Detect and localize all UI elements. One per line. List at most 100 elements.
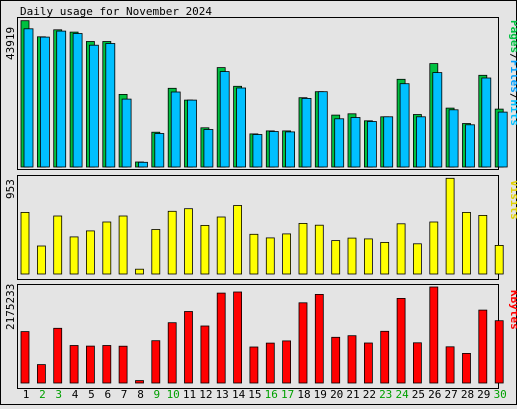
bar-hits bbox=[268, 131, 279, 168]
visits-bars bbox=[20, 177, 504, 275]
bar-kbytes bbox=[380, 330, 390, 384]
bar-visits bbox=[69, 236, 79, 275]
day-label: 17 bbox=[281, 388, 294, 401]
bar-kbytes bbox=[396, 297, 406, 384]
bar-kbytes bbox=[102, 345, 112, 384]
day-label: 27 bbox=[444, 388, 457, 401]
bar-hits bbox=[89, 44, 99, 168]
day-label: 3 bbox=[55, 388, 62, 401]
bar-kbytes bbox=[265, 342, 275, 384]
bar-hits bbox=[121, 98, 132, 168]
bar-hits bbox=[383, 116, 394, 168]
bar-kbytes bbox=[249, 346, 259, 384]
legend-visits: Visits bbox=[508, 180, 517, 220]
bar-visits bbox=[445, 177, 455, 275]
bar-visits bbox=[429, 221, 439, 275]
bar-hits bbox=[334, 118, 345, 168]
bar-hits bbox=[105, 43, 116, 168]
bar-visits bbox=[380, 241, 390, 275]
bar-visits bbox=[347, 237, 357, 275]
bar-kbytes bbox=[69, 345, 79, 384]
bar-hits bbox=[187, 99, 197, 168]
bar-hits bbox=[154, 133, 165, 168]
bar-hits bbox=[415, 116, 426, 168]
bar-visits bbox=[86, 230, 95, 275]
bar-kbytes bbox=[462, 352, 471, 384]
bar-visits bbox=[265, 237, 275, 275]
bar-visits bbox=[396, 223, 406, 275]
bar-visits bbox=[118, 215, 128, 275]
legend-sep-1: / bbox=[508, 53, 517, 60]
day-label: 8 bbox=[137, 388, 144, 401]
bar-visits bbox=[135, 268, 144, 275]
bar-hits bbox=[350, 117, 361, 168]
legend-sep-2: / bbox=[508, 93, 517, 100]
bar-kbytes bbox=[347, 335, 357, 384]
bar-kbytes bbox=[118, 345, 128, 384]
day-label: 1 bbox=[23, 388, 30, 401]
legend-pages: Pages bbox=[508, 20, 517, 53]
bar-visits bbox=[233, 205, 243, 275]
bar-kbytes bbox=[314, 293, 324, 384]
bar-hits bbox=[72, 33, 83, 168]
day-label: 22 bbox=[363, 388, 376, 401]
bar-kbytes bbox=[298, 302, 308, 384]
bar-hits bbox=[252, 134, 263, 168]
bar-hits bbox=[301, 98, 312, 168]
bar-visits bbox=[20, 211, 30, 275]
bar-hits bbox=[203, 129, 214, 168]
day-label: 14 bbox=[232, 388, 246, 401]
legend-files: Files bbox=[508, 60, 517, 93]
kbytes-bars bbox=[20, 286, 504, 384]
day-label: 12 bbox=[199, 388, 212, 401]
bar-hits bbox=[285, 131, 296, 168]
day-label: 23 bbox=[379, 388, 392, 401]
bar-visits bbox=[216, 216, 226, 275]
day-label: 16 bbox=[265, 388, 278, 401]
day-label: 30 bbox=[494, 388, 507, 401]
bar-hits bbox=[465, 124, 475, 168]
chart-title: Daily usage for November 2024 bbox=[20, 5, 212, 18]
day-axis-labels: 1 2 3 4 5 6 7 8 9 10 11 12 13 14 15 16 17 18 19 20 21 22 23 24 2… bbox=[23, 388, 507, 401]
bar-kbytes bbox=[429, 286, 439, 384]
day-label: 29 bbox=[477, 388, 490, 401]
bar-kbytes bbox=[216, 292, 226, 384]
bar-visits bbox=[462, 211, 471, 275]
day-label: 21 bbox=[346, 388, 359, 401]
day-label: 10 bbox=[167, 388, 180, 401]
bar-hits bbox=[236, 87, 247, 168]
day-label: 25 bbox=[412, 388, 425, 401]
day-label: 28 bbox=[461, 388, 474, 401]
bar-hits bbox=[138, 161, 148, 168]
legend-kbytes: KBytes bbox=[508, 290, 517, 330]
bar-hits bbox=[448, 109, 459, 168]
bar-visits bbox=[298, 222, 308, 275]
day-label: 20 bbox=[330, 388, 343, 401]
legend-hits-panel: Pages/Files/Hits bbox=[508, 20, 517, 126]
bar-kbytes bbox=[37, 364, 46, 384]
bar-kbytes bbox=[282, 340, 292, 384]
bar-kbytes bbox=[200, 325, 210, 384]
bar-visits bbox=[249, 233, 259, 275]
day-label: 11 bbox=[183, 388, 196, 401]
bar-hits bbox=[399, 83, 410, 168]
day-label: 4 bbox=[72, 388, 79, 401]
bar-visits bbox=[102, 221, 112, 275]
bar-hits bbox=[366, 121, 377, 168]
bar-hits bbox=[481, 77, 492, 168]
bar-hits bbox=[497, 111, 508, 168]
bar-visits bbox=[200, 224, 210, 275]
bar-visits bbox=[184, 208, 193, 275]
visits-ymax-label: 953 bbox=[4, 179, 17, 199]
bar-kbytes bbox=[412, 342, 422, 384]
bar-hits bbox=[317, 91, 328, 168]
hits-ymax-label: 43919 bbox=[4, 27, 17, 60]
day-label: 19 bbox=[314, 388, 327, 401]
bar-kbytes bbox=[167, 322, 177, 384]
bar-kbytes bbox=[233, 291, 243, 384]
day-label: 13 bbox=[216, 388, 229, 401]
bar-kbytes bbox=[53, 327, 63, 384]
bar-hits bbox=[56, 30, 67, 168]
